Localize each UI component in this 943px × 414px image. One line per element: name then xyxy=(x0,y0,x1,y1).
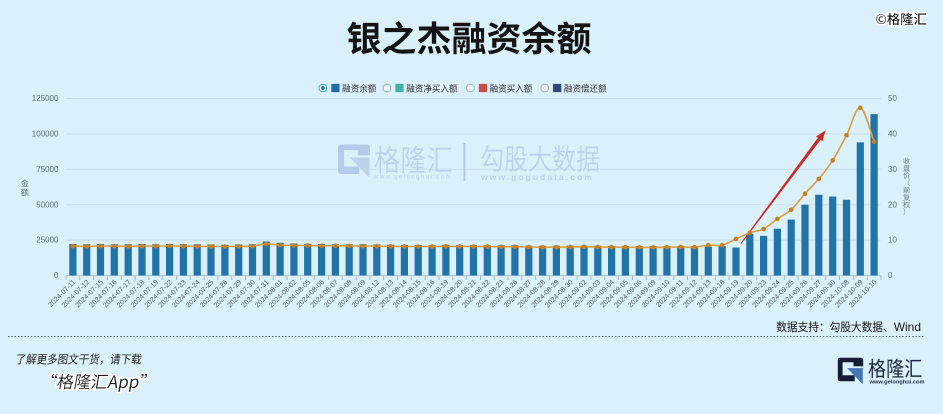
svg-text:125000: 125000 xyxy=(32,94,59,103)
svg-text:www.gelonghui.com: www.gelonghui.com xyxy=(373,174,452,181)
svg-text:25000: 25000 xyxy=(36,236,59,245)
svg-text:50: 50 xyxy=(888,94,897,103)
svg-text:0: 0 xyxy=(54,271,59,280)
svg-text:30: 30 xyxy=(888,165,897,174)
svg-text:75000: 75000 xyxy=(36,165,59,174)
svg-text:Wind: Wind xyxy=(894,320,921,334)
svg-text:0: 0 xyxy=(888,271,893,280)
svg-text:40: 40 xyxy=(888,130,897,139)
svg-text:100000: 100000 xyxy=(32,130,59,139)
svg-text:www.gelonghui.com: www.gelonghui.com xyxy=(869,379,925,385)
svg-text:50000: 50000 xyxy=(36,200,59,209)
svg-text:10: 10 xyxy=(888,236,897,245)
svg-text:www.gogudata.com: www.gogudata.com xyxy=(480,172,594,182)
svg-text:20: 20 xyxy=(888,200,897,209)
